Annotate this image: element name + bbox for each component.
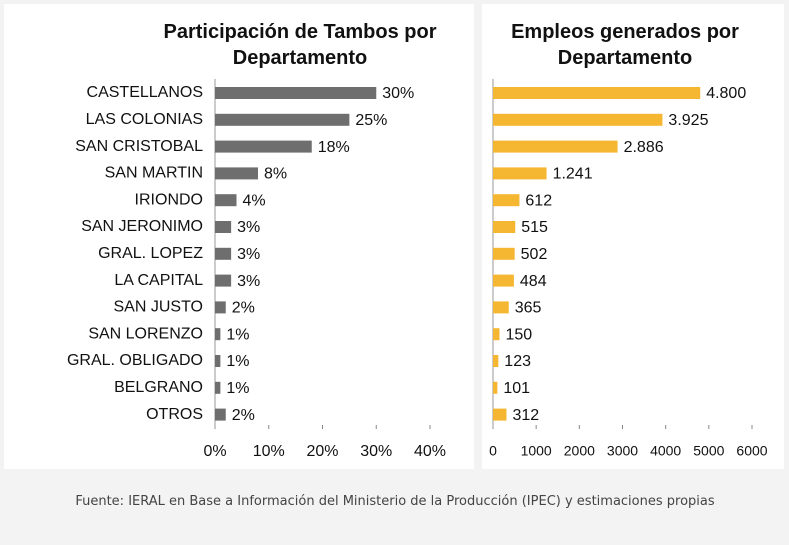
category-label: SAN LORENZO	[88, 325, 203, 342]
bar	[215, 301, 226, 314]
bar	[493, 87, 701, 99]
category-label: GRAL. LOPEZ	[98, 245, 203, 262]
bar	[493, 167, 547, 180]
value-label: 18%	[318, 139, 350, 156]
x-tick-label: 10%	[253, 443, 285, 460]
bar	[493, 381, 498, 394]
bar	[215, 408, 226, 421]
bar	[215, 140, 312, 153]
bar	[215, 194, 237, 207]
value-label: 2%	[232, 407, 255, 424]
x-tick-label: 20%	[306, 443, 338, 460]
x-tick-label: 40%	[414, 443, 446, 460]
x-tick-label: 30%	[360, 443, 392, 460]
value-label: 312	[512, 407, 539, 424]
x-tick-label: 4000	[650, 443, 681, 459]
bar	[493, 247, 515, 260]
bar	[215, 113, 350, 126]
value-label: 4.800	[706, 85, 746, 102]
x-tick-label: 0	[489, 443, 497, 459]
category-label: SAN CRISTOBAL	[75, 138, 203, 155]
bar	[215, 381, 221, 394]
x-tick-label: 2000	[564, 443, 595, 459]
bar	[215, 221, 232, 233]
category-label: LAS COLONIAS	[86, 111, 203, 128]
value-label: 1%	[226, 326, 249, 343]
category-label: OTROS	[146, 406, 203, 423]
value-label: 365	[515, 300, 542, 317]
bar	[493, 274, 514, 287]
left-panel	[4, 4, 474, 469]
bar	[493, 408, 507, 421]
bar	[493, 355, 499, 367]
bar	[493, 301, 509, 314]
category-label: IRIONDO	[135, 191, 203, 208]
value-label: 515	[521, 219, 548, 236]
value-label: 484	[520, 273, 547, 290]
value-label: 502	[521, 246, 548, 263]
bar	[493, 140, 618, 153]
value-label: 3%	[237, 246, 260, 263]
bar	[493, 221, 516, 233]
value-label: 3%	[237, 273, 260, 290]
value-label: 150	[505, 326, 532, 343]
category-label: CASTELLANOS	[87, 84, 203, 101]
value-label: 4%	[243, 192, 266, 209]
x-tick-label: 0%	[203, 443, 226, 460]
bar	[215, 247, 232, 260]
category-label: BELGRANO	[114, 379, 203, 396]
value-label: 30%	[382, 85, 414, 102]
bar	[493, 194, 520, 207]
category-label: SAN JERONIMO	[81, 218, 203, 235]
value-label: 3%	[237, 219, 260, 236]
category-label: LA CAPITAL	[114, 272, 203, 289]
category-label: SAN MARTIN	[105, 165, 203, 182]
x-tick-label: 1000	[521, 443, 552, 459]
left-title: Participación de Tambos por Departamento	[163, 21, 437, 69]
value-label: 8%	[264, 166, 287, 183]
bar	[493, 113, 663, 126]
bar	[215, 87, 377, 99]
x-tick-label: 3000	[607, 443, 638, 459]
bar	[215, 328, 221, 341]
x-tick-label: 6000	[736, 443, 767, 459]
value-label: 3.925	[668, 112, 708, 129]
value-label: 1%	[226, 353, 249, 370]
right-panel	[482, 4, 784, 469]
bar	[215, 355, 221, 367]
value-label: 1%	[226, 380, 249, 397]
bar	[215, 167, 258, 180]
value-label: 123	[504, 353, 531, 370]
value-label: 1.241	[553, 166, 593, 183]
bar	[215, 274, 232, 287]
category-label: SAN JUSTO	[114, 299, 204, 316]
category-label: GRAL. OBLIGADO	[67, 352, 203, 369]
value-label: 2.886	[624, 139, 664, 156]
value-label: 101	[503, 380, 530, 397]
value-label: 2%	[232, 300, 255, 317]
bar	[493, 328, 500, 341]
right-title: Empleos generados por Departamento	[511, 21, 739, 69]
footnote: Fuente: IERAL en Base a Información del …	[75, 494, 715, 509]
value-label: 612	[525, 192, 552, 209]
value-label: 25%	[355, 112, 387, 129]
x-tick-label: 5000	[693, 443, 724, 459]
